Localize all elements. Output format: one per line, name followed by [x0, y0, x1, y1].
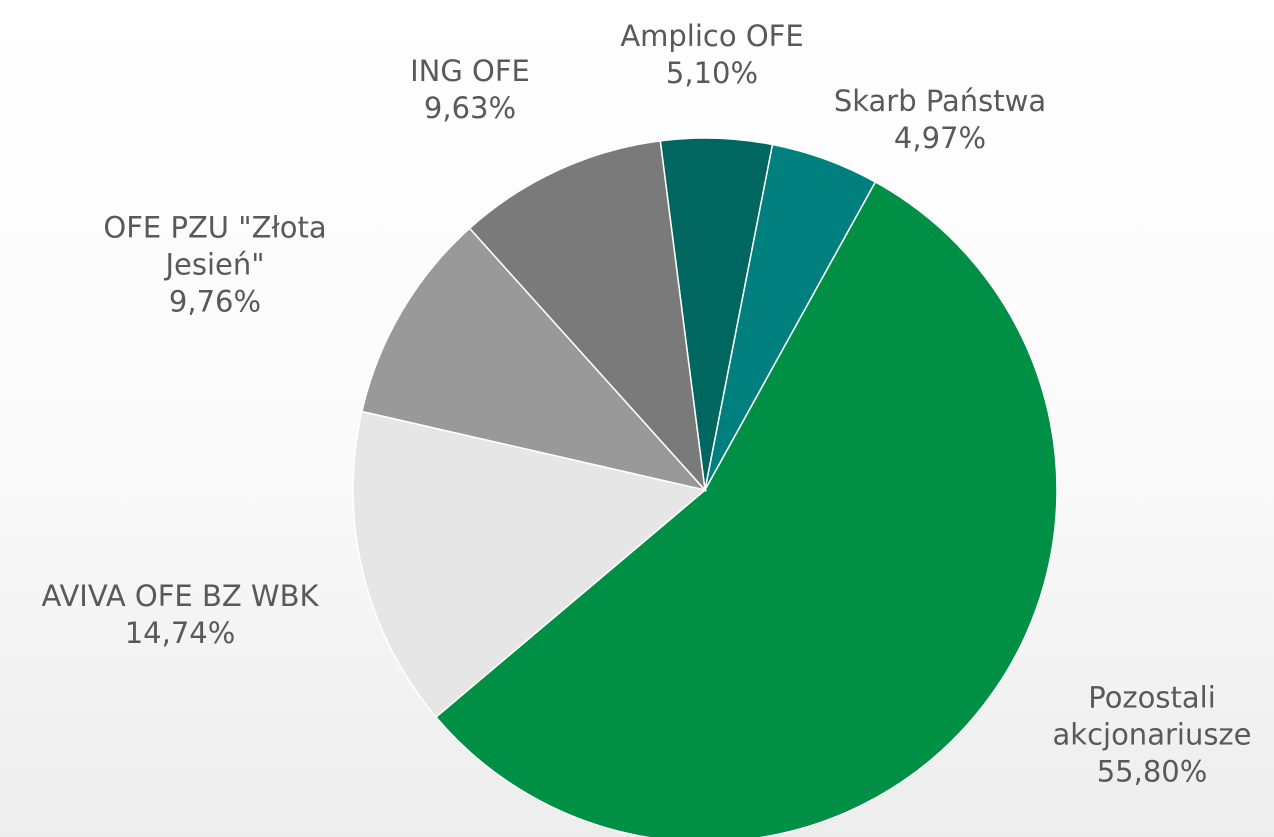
category-name: AVIVA OFE BZ WBK — [41, 579, 319, 613]
value-label: 14,74% — [124, 616, 236, 650]
pie-slice — [468, 140, 707, 493]
pie-slice — [352, 410, 707, 719]
slice-label: Amplico OFE 5,10% — [592, 18, 832, 92]
slice-label: Pozostali akcjonariusze 55,80% — [1032, 680, 1272, 791]
value-label: 4,97% — [893, 121, 987, 155]
pie-slice — [434, 180, 1058, 837]
category-name: OFE PZU "Złota Jesień" — [103, 210, 327, 282]
value-label: 55,80% — [1096, 754, 1208, 789]
category-name: Pozostali akcjonariusze — [1052, 680, 1252, 752]
value-label: 9,76% — [168, 284, 262, 319]
value-label: 5,10% — [665, 56, 759, 90]
value-label: 9,63% — [423, 91, 517, 125]
category-name: ING OFE — [410, 54, 530, 88]
pie-slice — [360, 227, 708, 492]
slice-label: AVIVA OFE BZ WBK 14,74% — [0, 578, 360, 652]
slice-label: OFE PZU "Złota Jesień" 9,76% — [85, 210, 345, 321]
slice-label: Skarb Państwa 4,97% — [810, 83, 1070, 157]
category-name: Skarb Państwa — [833, 84, 1047, 118]
category-name: Amplico OFE — [620, 19, 804, 53]
slice-label: ING OFE 9,63% — [370, 53, 570, 127]
